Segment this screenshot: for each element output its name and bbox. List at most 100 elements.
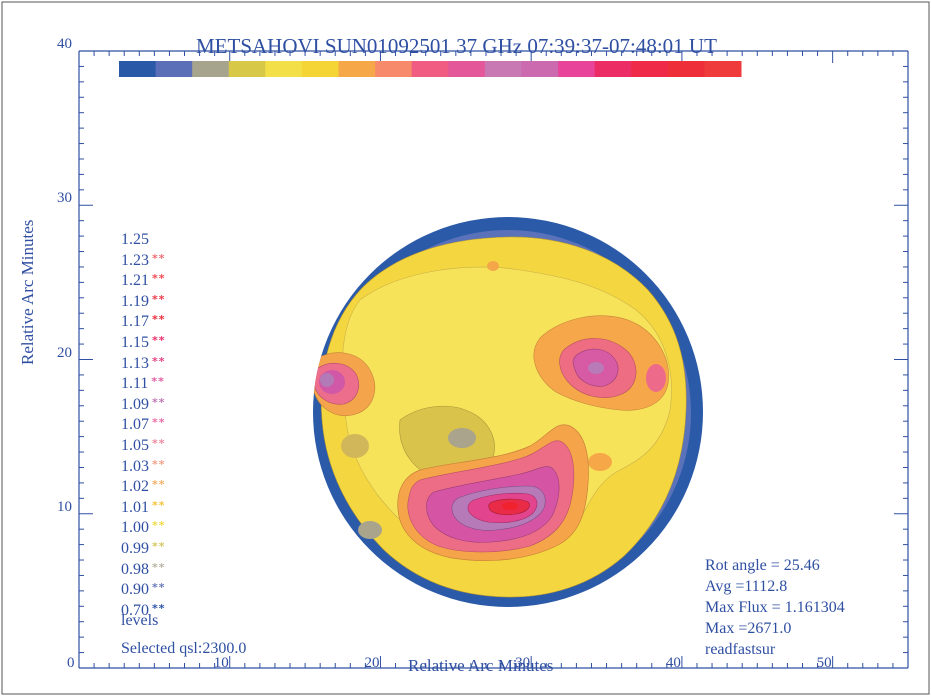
selected-qsl-label: Selected qsl:2300.0 bbox=[121, 640, 247, 657]
hottest-point bbox=[502, 502, 518, 510]
level-entry: 1.01 ** bbox=[121, 499, 166, 517]
level-value: 1.25 bbox=[121, 231, 149, 248]
level-color-marker: ** bbox=[152, 313, 166, 327]
level-color-marker: ** bbox=[152, 437, 166, 450]
grey-spot bbox=[448, 428, 476, 448]
level-color-marker: ** bbox=[152, 354, 166, 368]
x-axis-label: Relative Arc Minutes bbox=[408, 656, 554, 675]
level-value: 1.17 bbox=[121, 313, 149, 331]
level-color-marker: ** bbox=[152, 272, 166, 286]
level-entry: 0.99 ** bbox=[121, 540, 166, 558]
level-color-marker: ** bbox=[152, 519, 166, 533]
level-entry: 0.90 ** bbox=[121, 581, 166, 599]
x-tick-label: 50 bbox=[816, 655, 832, 671]
level-entry: 1.07 ** bbox=[121, 416, 166, 434]
level-color-marker: ** bbox=[152, 478, 166, 492]
y-tick-label: 20 bbox=[57, 344, 72, 361]
colorbar-swatch bbox=[228, 61, 266, 77]
chart-title: METSAHOVI SUN01092501 37 GHz 07:39:37-07… bbox=[196, 34, 717, 58]
level-color-marker: ** bbox=[152, 581, 166, 595]
max-stat: Max =2671.0 bbox=[705, 620, 792, 637]
colorbar-swatch bbox=[667, 61, 705, 77]
level-entry: 0.70 ** bbox=[121, 602, 166, 620]
level-entry: 1.05 ** bbox=[121, 437, 166, 455]
purple-core-right bbox=[588, 362, 604, 374]
x-tick-label: 10 bbox=[213, 655, 229, 671]
level-entry: 1.15 ** bbox=[121, 334, 166, 352]
level-entry: 1.03 ** bbox=[121, 458, 166, 476]
colorbar-swatch bbox=[338, 61, 376, 77]
grey-spot-bottom bbox=[358, 521, 382, 539]
routine-name-stat: readfastsur bbox=[705, 641, 776, 658]
level-value: 1.13 bbox=[121, 354, 149, 372]
y-tick-label: 30 bbox=[57, 190, 72, 207]
level-value: 1.09 bbox=[121, 395, 149, 413]
y-axis-label: Relative Arc Minutes bbox=[18, 219, 37, 365]
y-tick-label: 40 bbox=[57, 36, 72, 52]
pink-spot-far-right bbox=[646, 364, 666, 392]
x-tick-label: 30 bbox=[515, 655, 531, 671]
axis-ticks bbox=[78, 50, 909, 669]
level-value: 1.19 bbox=[121, 292, 149, 310]
level-color-marker: ** bbox=[152, 334, 166, 347]
level-color-marker: ** bbox=[152, 251, 166, 265]
colorbar-swatch bbox=[521, 61, 559, 77]
colorbar-swatch bbox=[411, 61, 449, 77]
level-entry: 1.21 ** bbox=[121, 272, 166, 290]
rot-angle-stat: Rot angle = 25.46 bbox=[705, 557, 820, 574]
level-color-marker: ** bbox=[152, 292, 166, 306]
orange-spot-top bbox=[487, 261, 499, 271]
levels-label: levels bbox=[121, 612, 159, 629]
colorbar-swatch bbox=[704, 61, 742, 77]
colorbar-swatch bbox=[301, 61, 340, 77]
level-color-marker: ** bbox=[151, 375, 165, 389]
max-flux-stat: Max Flux = 1.161304 bbox=[705, 599, 845, 616]
level-entry: 0.98 ** bbox=[121, 561, 166, 579]
colorbar-swatch bbox=[448, 61, 486, 77]
y-tick-label: 10 bbox=[57, 498, 72, 515]
colorbar bbox=[119, 61, 742, 77]
level-entry: 1.00 ** bbox=[121, 519, 166, 537]
level-value: 0.70 bbox=[121, 601, 149, 619]
level-entry: 1.23 ** bbox=[121, 252, 166, 270]
level-color-marker: ** bbox=[152, 540, 166, 553]
level-value: 1.21 bbox=[121, 272, 149, 290]
level-entry: 1.17 ** bbox=[121, 313, 166, 331]
colorbar-swatch bbox=[119, 61, 157, 77]
level-color-marker: ** bbox=[152, 498, 166, 512]
level-color-marker: ** bbox=[152, 601, 166, 615]
level-entry: 1.19 ** bbox=[121, 293, 166, 311]
colorbar-swatch bbox=[265, 61, 303, 77]
level-color-marker: ** bbox=[152, 395, 166, 409]
level-color-marker: ** bbox=[152, 416, 166, 430]
olive-spot-left bbox=[341, 434, 369, 458]
level-value: 1.23 bbox=[121, 251, 149, 269]
x-tick-label: 20 bbox=[364, 655, 380, 671]
colorbar-swatch bbox=[375, 61, 413, 77]
level-value: 1.01 bbox=[121, 498, 149, 516]
level-value: 1.07 bbox=[121, 416, 149, 434]
level-color-marker: ** bbox=[152, 457, 166, 471]
level-value: 1.02 bbox=[121, 478, 149, 496]
colorbar-swatch bbox=[484, 61, 522, 77]
orange-spot-right bbox=[588, 453, 612, 471]
level-value: 0.98 bbox=[121, 560, 149, 578]
colorbar-swatch bbox=[192, 61, 230, 77]
level-value: 1.15 bbox=[121, 334, 149, 351]
level-color-marker: ** bbox=[152, 560, 166, 574]
colorbar-swatch bbox=[631, 61, 669, 77]
colorbar-swatch bbox=[594, 61, 632, 77]
level-entry: 1.13 ** bbox=[121, 355, 166, 373]
level-value: 1.05 bbox=[121, 437, 149, 454]
x-tick-label: 40 bbox=[665, 655, 681, 671]
avg-stat: Avg =1112.8 bbox=[705, 578, 788, 595]
solar-disk bbox=[313, 217, 703, 607]
level-value: 1.00 bbox=[121, 519, 149, 537]
level-entry: 1.09 ** bbox=[121, 396, 166, 414]
level-entry: 1.11 ** bbox=[121, 375, 165, 393]
x-tick-label: 0 bbox=[67, 655, 75, 671]
colorbar-swatch bbox=[155, 61, 193, 77]
purple-core-left bbox=[320, 373, 334, 387]
